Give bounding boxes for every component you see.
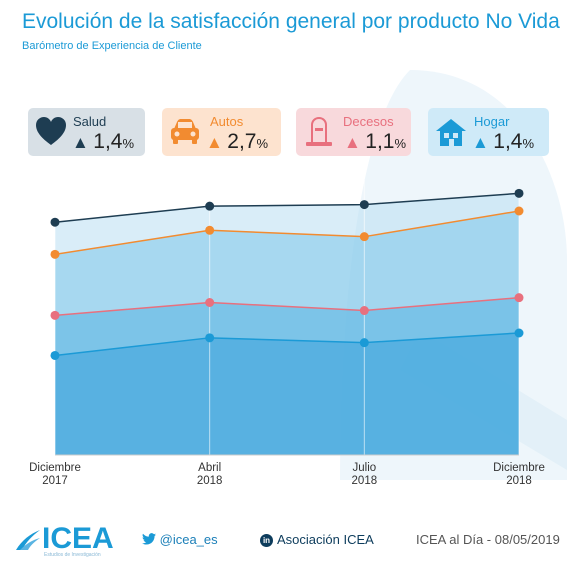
series-line-decesos: [54, 296, 520, 317]
legend-card-name: Hogar: [474, 114, 510, 129]
x-tick-label: Diciembre 2017: [29, 462, 81, 487]
icea-logo-icon: [16, 530, 40, 550]
up-triangle-icon: ▲: [72, 133, 89, 152]
legend-card-value: 1,4: [93, 130, 123, 153]
linkedin-icon: in: [260, 534, 273, 547]
data-point-autos: [205, 225, 215, 235]
x-tick-label: Diciembre 2018: [493, 462, 545, 487]
legend-card-value: 1,1: [365, 130, 395, 153]
footer-date: ICEA al Día - 08/05/2019: [416, 532, 560, 547]
house-icon: [436, 119, 466, 146]
chart-series-lines: [54, 192, 520, 357]
legend-card-decesos: Decesos ▲ 1,1%: [296, 108, 411, 156]
legend-card-unit: %: [122, 136, 135, 151]
legend-card-name: Salud: [73, 114, 107, 129]
legend-card-unit: %: [256, 136, 269, 151]
data-point-hogar: [359, 338, 369, 348]
linkedin-name: Asociación ICEA: [277, 532, 374, 547]
data-point-salud: [514, 188, 524, 198]
data-point-autos: [359, 232, 369, 242]
tombstone-icon: [306, 116, 332, 146]
icea-logo-tagline: Estudios de Investigación: [44, 552, 101, 558]
legend-card-delta: ▲ 1,4%: [472, 130, 534, 154]
series-line-autos: [54, 210, 520, 256]
chart-subtitle: Barómetro de Experiencia de Cliente: [22, 40, 202, 52]
legend-card-value: 1,4: [493, 130, 523, 153]
legend-card-delta: ▲ 1,1%: [344, 130, 406, 154]
car-icon: [171, 119, 199, 144]
data-point-hogar: [205, 333, 215, 343]
x-axis-labels: Diciembre 2017 Abril 2018 Julio 2018 Diciembre…: [29, 462, 545, 487]
legend-card-autos: Autos ▲ 2,7%: [162, 108, 281, 156]
data-point-decesos: [50, 310, 60, 320]
up-triangle-icon: ▲: [472, 133, 489, 152]
twitter-handle: @icea_es: [159, 532, 218, 547]
data-point-decesos: [514, 293, 524, 303]
chart-points: [50, 188, 524, 360]
data-point-hogar: [514, 328, 524, 338]
legend-card-unit: %: [522, 136, 535, 151]
data-point-autos: [50, 249, 60, 259]
data-point-salud: [359, 200, 369, 210]
data-point-salud: [205, 201, 215, 211]
legend-card-delta: ▲ 1,4%: [72, 130, 134, 154]
chart-areas: [55, 193, 519, 455]
area-hogar: [55, 333, 519, 455]
legend-card-salud: Salud ▲ 1,4%: [28, 108, 145, 156]
data-point-decesos: [359, 306, 369, 316]
twitter-link[interactable]: @icea_es: [142, 532, 218, 547]
legend-card-value: 2,7: [227, 130, 257, 153]
icea-logo: ICEA: [42, 522, 114, 555]
twitter-icon: [142, 533, 156, 545]
x-tick-label: Julio 2018: [352, 462, 378, 487]
data-point-hogar: [50, 350, 60, 360]
data-point-autos: [514, 206, 524, 216]
data-point-salud: [50, 217, 60, 227]
legend-card-hogar: Hogar ▲ 1,4%: [428, 108, 549, 156]
data-point-decesos: [205, 298, 215, 307]
legend-card-name: Decesos: [343, 114, 394, 129]
series-line-salud: [54, 192, 520, 223]
linkedin-link[interactable]: in Asociación ICEA: [260, 532, 374, 547]
up-triangle-icon: ▲: [344, 133, 361, 152]
legend-card-delta: ▲ 2,7%: [206, 130, 268, 154]
chart-title: Evolución de la satisfacción general por…: [22, 10, 560, 33]
legend-card-unit: %: [394, 136, 407, 151]
up-triangle-icon: ▲: [206, 133, 223, 152]
series-line-hogar: [54, 332, 520, 357]
x-tick-label: Abril 2018: [197, 462, 223, 487]
legend-card-name: Autos: [210, 114, 244, 129]
heart-icon: [36, 117, 66, 145]
